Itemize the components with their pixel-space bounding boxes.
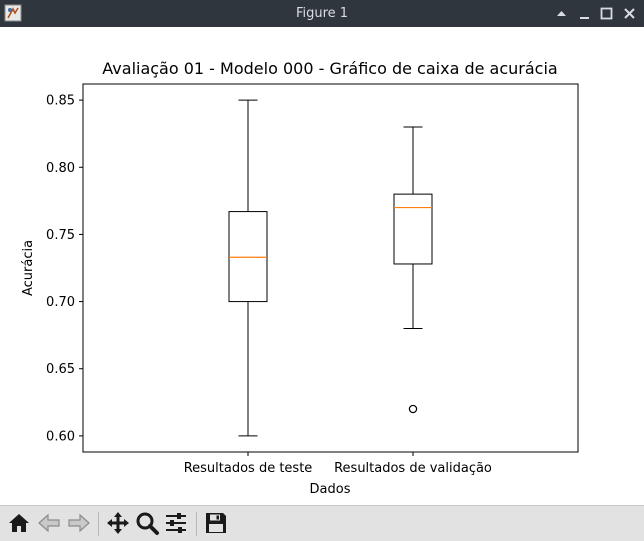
chart-title: Avaliação 01 - Modelo 000 - Gráfico de c…	[102, 59, 557, 78]
minimize-icon[interactable]	[575, 4, 594, 23]
boxplot-chart: Avaliação 01 - Modelo 000 - Gráfico de c…	[21, 59, 579, 497]
y-axis: 0.60 0.65 0.70 0.75 0.80 0.85	[46, 94, 83, 444]
keep-above-icon[interactable]	[552, 4, 571, 23]
outlier-point	[408, 404, 418, 414]
x-axis-label: Dados	[310, 482, 351, 497]
x-tick-label: Resultados de teste	[184, 461, 313, 476]
home-icon[interactable]	[6, 510, 32, 536]
close-icon[interactable]	[620, 4, 639, 23]
plot-area	[82, 83, 579, 453]
x-axis: Resultados de teste Resultados de validaç…	[184, 452, 492, 476]
back-arrow-icon[interactable]	[36, 510, 62, 536]
y-tick-label: 0.65	[46, 362, 75, 377]
y-axis-label: Acurácia	[21, 240, 36, 296]
x-tick-label: Resultados de validação	[334, 461, 492, 476]
figure-canvas[interactable]: Avaliação 01 - Modelo 000 - Gráfico de c…	[0, 27, 644, 505]
boxes-group	[228, 99, 433, 437]
move-icon[interactable]	[105, 510, 131, 536]
app-icon	[4, 4, 22, 22]
sliders-icon[interactable]	[163, 510, 189, 536]
floppy-disk-icon[interactable]	[203, 510, 229, 536]
y-tick-label: 0.60	[46, 429, 75, 444]
y-tick-label: 0.75	[46, 228, 75, 243]
y-tick-label: 0.80	[46, 161, 75, 176]
y-tick-label: 0.85	[46, 94, 75, 109]
magnifier-icon[interactable]	[134, 510, 160, 536]
navigation-toolbar	[0, 505, 644, 541]
box	[228, 211, 268, 303]
toolbar-separator	[98, 512, 99, 536]
title-bar[interactable]: Figure 1	[0, 0, 644, 27]
window-title: Figure 1	[295, 6, 349, 21]
toolbar-separator	[196, 512, 197, 536]
forward-arrow-icon[interactable]	[66, 510, 92, 536]
y-tick-label: 0.70	[46, 295, 75, 310]
box	[393, 193, 433, 265]
maximize-icon[interactable]	[597, 4, 616, 23]
